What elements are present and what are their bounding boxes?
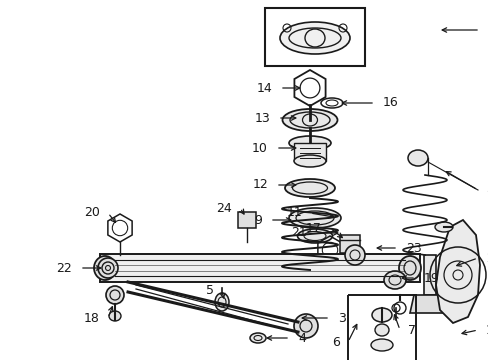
Ellipse shape bbox=[288, 136, 330, 150]
Text: 21: 21 bbox=[291, 226, 306, 239]
Text: 17: 17 bbox=[305, 221, 321, 234]
Text: 5: 5 bbox=[205, 284, 214, 297]
Text: 12: 12 bbox=[252, 179, 267, 192]
Text: 2: 2 bbox=[485, 252, 488, 265]
Text: 11: 11 bbox=[285, 207, 302, 220]
Text: 1: 1 bbox=[485, 324, 488, 337]
Ellipse shape bbox=[285, 179, 334, 197]
Text: 22: 22 bbox=[56, 261, 72, 274]
Text: 15: 15 bbox=[487, 23, 488, 36]
Ellipse shape bbox=[98, 258, 118, 278]
Ellipse shape bbox=[282, 109, 337, 131]
Ellipse shape bbox=[374, 324, 388, 336]
Ellipse shape bbox=[280, 22, 349, 54]
Ellipse shape bbox=[371, 308, 391, 322]
Text: 9: 9 bbox=[254, 213, 262, 226]
Bar bbox=[347, 295, 415, 360]
Text: 23: 23 bbox=[405, 242, 421, 255]
Polygon shape bbox=[100, 254, 419, 282]
Text: 3: 3 bbox=[337, 311, 345, 324]
Ellipse shape bbox=[109, 311, 121, 321]
Ellipse shape bbox=[434, 222, 452, 232]
Ellipse shape bbox=[345, 245, 364, 265]
Ellipse shape bbox=[215, 293, 228, 311]
Text: 16: 16 bbox=[382, 96, 398, 109]
Ellipse shape bbox=[297, 229, 332, 243]
Text: 7: 7 bbox=[407, 324, 415, 337]
Text: 14: 14 bbox=[256, 81, 271, 94]
Polygon shape bbox=[435, 220, 479, 323]
Ellipse shape bbox=[249, 333, 265, 343]
Text: 4: 4 bbox=[297, 332, 305, 345]
Ellipse shape bbox=[398, 256, 420, 280]
Text: 6: 6 bbox=[331, 336, 339, 348]
Ellipse shape bbox=[370, 339, 392, 351]
Text: 8: 8 bbox=[485, 184, 488, 197]
Circle shape bbox=[293, 314, 317, 338]
Ellipse shape bbox=[407, 150, 427, 166]
Ellipse shape bbox=[288, 208, 340, 228]
Text: 13: 13 bbox=[254, 112, 269, 125]
Ellipse shape bbox=[106, 286, 124, 304]
Bar bbox=[264, 8, 364, 66]
Polygon shape bbox=[409, 295, 449, 313]
Text: 20: 20 bbox=[84, 207, 100, 220]
Text: 10: 10 bbox=[252, 141, 267, 154]
Bar bbox=[293, 143, 325, 161]
Polygon shape bbox=[423, 255, 435, 295]
Bar bbox=[238, 212, 256, 228]
Text: 18: 18 bbox=[84, 311, 100, 324]
Text: 24: 24 bbox=[216, 202, 231, 215]
Bar bbox=[339, 235, 359, 253]
Text: 19: 19 bbox=[423, 271, 439, 284]
Ellipse shape bbox=[94, 256, 116, 280]
Ellipse shape bbox=[383, 271, 405, 289]
Ellipse shape bbox=[293, 155, 325, 167]
